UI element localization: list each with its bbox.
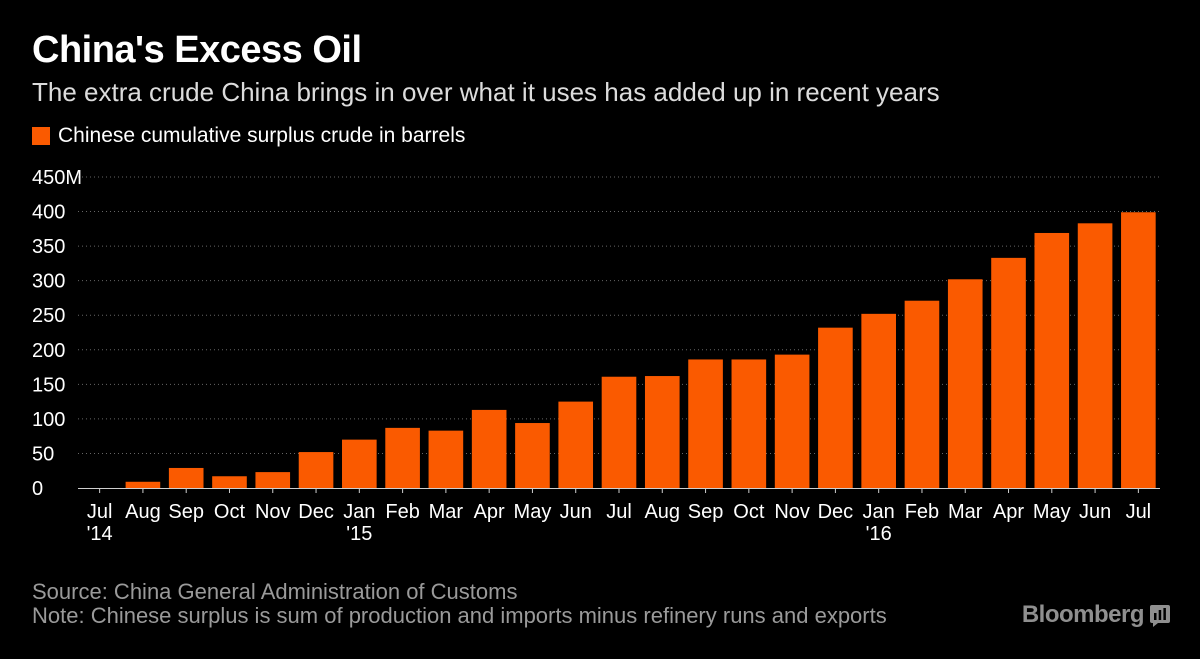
source-note: Source: China General Administration of … xyxy=(32,579,518,604)
bar xyxy=(947,279,983,488)
x-tick-label: Mar xyxy=(429,501,464,523)
y-tick-label: 0 xyxy=(32,478,43,500)
bar xyxy=(255,472,291,488)
x-tick-label: Sep xyxy=(688,501,724,523)
y-tick-label: 50 xyxy=(32,443,54,465)
bar xyxy=(818,327,853,488)
x-tick-year-label: '14 xyxy=(87,523,113,545)
bar xyxy=(168,467,204,488)
bar xyxy=(1121,212,1156,488)
legend-swatch xyxy=(32,127,50,145)
bloomberg-terminal-icon xyxy=(1150,605,1170,627)
bar xyxy=(601,376,637,488)
bar xyxy=(644,376,680,488)
bar xyxy=(385,427,420,488)
bar xyxy=(428,430,464,488)
bar xyxy=(1034,232,1070,488)
methodology-note: Note: Chinese surplus is sum of producti… xyxy=(32,603,887,628)
bar xyxy=(212,476,247,488)
x-tick-year-label: '15 xyxy=(346,523,372,545)
x-tick-label: Mar xyxy=(948,501,983,523)
x-tick-label: Aug xyxy=(644,501,680,523)
x-tick-label: Jul xyxy=(606,501,632,523)
brand-logo: Bloomberg xyxy=(1021,601,1145,628)
x-tick-label: May xyxy=(1033,501,1071,523)
bar xyxy=(774,354,810,488)
x-tick-label: Jun xyxy=(560,501,592,523)
x-tick-label: Oct xyxy=(214,501,246,523)
x-tick-label: Nov xyxy=(774,501,810,523)
y-tick-label: 300 xyxy=(32,271,65,293)
y-tick-label: 400 xyxy=(32,202,65,224)
y-tick-label: 150 xyxy=(32,374,65,396)
x-tick-label: May xyxy=(514,501,552,523)
x-tick-label: Dec xyxy=(818,501,854,523)
x-tick-label: Jan xyxy=(863,501,895,523)
bar xyxy=(515,423,550,488)
x-tick-label: Aug xyxy=(125,501,161,523)
x-tick-label: Jun xyxy=(1079,501,1111,523)
x-tick-label: Oct xyxy=(733,501,765,523)
bar xyxy=(342,439,377,488)
x-tick-label: Sep xyxy=(168,501,204,523)
y-tick-label: 100 xyxy=(32,409,65,431)
y-tick-label: 450M xyxy=(32,167,82,189)
chart-subtitle: The extra crude China brings in over wha… xyxy=(32,77,940,107)
bar xyxy=(688,359,723,488)
x-tick-label: Dec xyxy=(298,501,334,523)
x-tick-label: Jul xyxy=(1126,501,1152,523)
x-tick-label: Jan xyxy=(343,501,375,523)
x-tick-label: Feb xyxy=(385,501,419,523)
bar xyxy=(904,300,940,488)
chart-title: China's Excess Oil xyxy=(32,29,362,71)
legend-label: Chinese cumulative surplus crude in barr… xyxy=(58,124,466,147)
x-tick-label: Apr xyxy=(474,501,505,523)
x-tick-label: Feb xyxy=(905,501,939,523)
x-tick-label: Apr xyxy=(993,501,1024,523)
x-tick-label: Nov xyxy=(255,501,291,523)
y-tick-label: 200 xyxy=(32,340,65,362)
bar xyxy=(731,359,767,488)
bar xyxy=(558,401,594,488)
bar xyxy=(298,452,334,488)
bar xyxy=(861,313,896,488)
bar xyxy=(471,409,507,488)
bar xyxy=(991,257,1026,488)
bar xyxy=(125,481,161,488)
legend: Chinese cumulative surplus crude in barr… xyxy=(32,122,465,150)
x-tick-year-label: '16 xyxy=(866,523,892,545)
x-tick-label: Jul xyxy=(87,501,113,523)
y-tick-label: 350 xyxy=(32,236,65,258)
y-tick-label: 250 xyxy=(32,305,65,327)
bar xyxy=(1077,223,1113,488)
